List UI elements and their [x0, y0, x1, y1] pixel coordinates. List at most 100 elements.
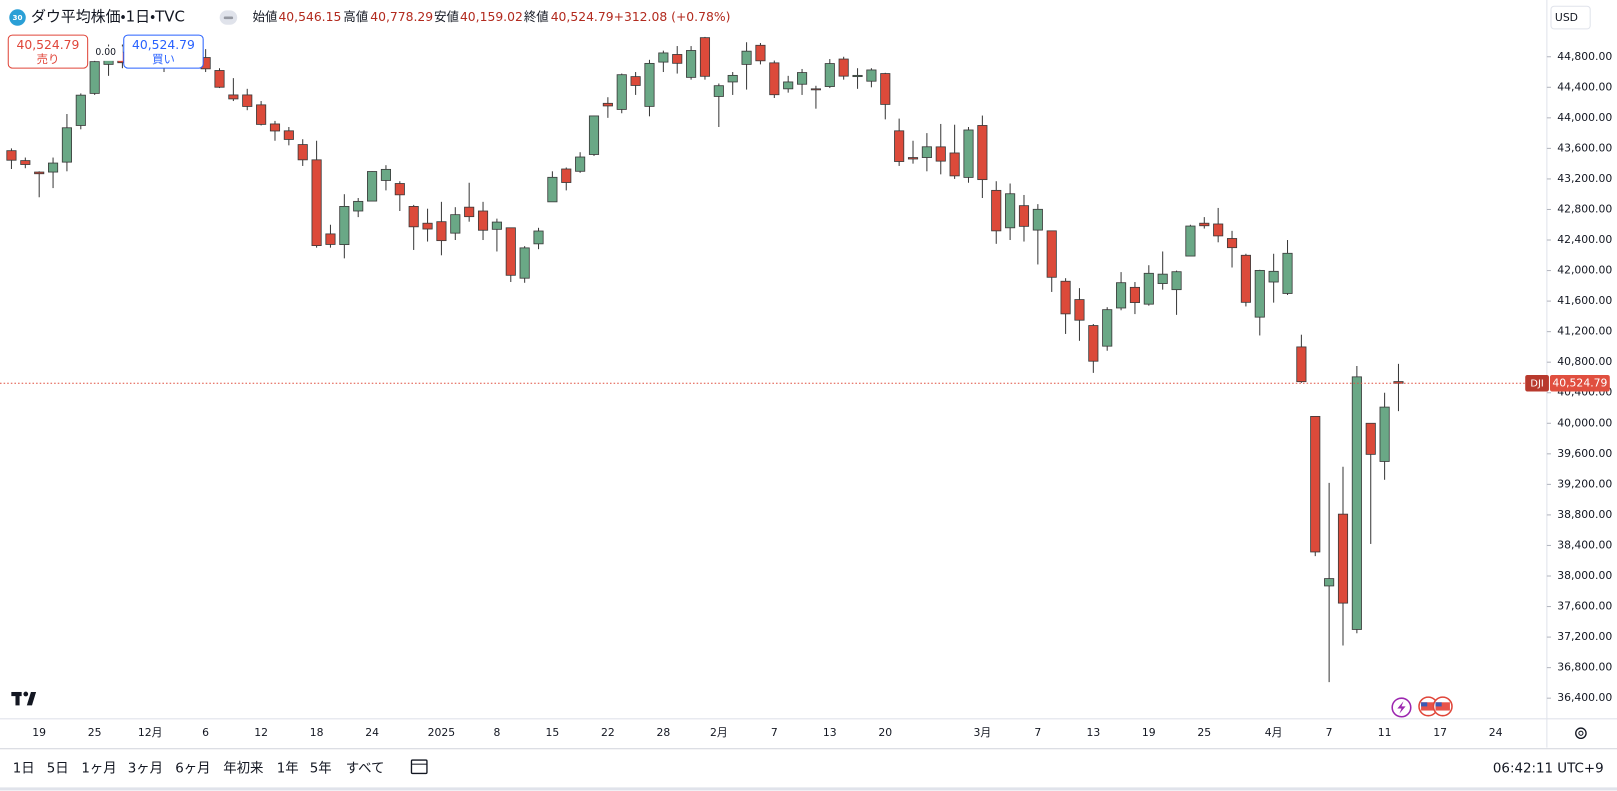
low-value: 40,159.02: [460, 10, 523, 24]
change-value: +312.08 (+0.78%): [614, 10, 731, 24]
close-value: 40,524.79: [551, 10, 614, 24]
chart-title[interactable]: ダウ平均株価・1日・TVC: [31, 8, 185, 26]
x-tick-label: 7: [1326, 726, 1333, 739]
candle-body: [1046, 230, 1057, 278]
y-tick-label: 44,400.00: [1557, 80, 1612, 93]
candle-body: [894, 130, 905, 162]
candle-body: [616, 74, 627, 110]
clock: 06:42:11 UTC+9: [1493, 761, 1604, 776]
symbol-tag-text: DJI: [1530, 379, 1543, 390]
candle-body: [991, 189, 1002, 232]
candle-body: [380, 168, 391, 181]
candle-body: [755, 44, 766, 62]
period-button[interactable]: 1ヶ月: [81, 761, 116, 776]
buy-button[interactable]: [123, 34, 204, 69]
y-tick-label: 37,200.00: [1557, 630, 1612, 643]
symbol-badge-icon: [9, 9, 26, 26]
candle-body: [824, 63, 835, 87]
period-button[interactable]: 1年: [277, 760, 299, 776]
x-tick-label: 12: [254, 726, 268, 739]
x-tick-label: 6: [202, 726, 209, 739]
candle-body: [1240, 254, 1251, 303]
candle-body: [256, 104, 267, 125]
x-tick-label: 24: [365, 726, 379, 739]
candle-body: [89, 61, 100, 94]
y-tick-label: 38,800.00: [1557, 508, 1612, 521]
close-label: 終値: [524, 9, 549, 24]
candle-body: [1129, 286, 1140, 303]
x-tick-label: 4月: [1265, 726, 1283, 739]
period-button[interactable]: すべて: [346, 760, 385, 776]
candle-body: [907, 157, 919, 160]
x-tick-label: 25: [88, 726, 102, 739]
x-tick-label: 19: [1142, 726, 1156, 739]
y-tick-label: 39,200.00: [1557, 477, 1612, 490]
x-tick-label: 7: [1034, 726, 1041, 739]
candle-body: [75, 94, 86, 126]
y-tick-label: 36,800.00: [1557, 661, 1612, 674]
candle-body: [963, 129, 974, 178]
candle-body: [353, 200, 364, 212]
candle-body: [977, 125, 988, 181]
period-button[interactable]: 3ヶ月: [128, 761, 163, 776]
flag: [1435, 702, 1442, 707]
y-tick-label: 36,400.00: [1557, 691, 1612, 704]
candle-body: [838, 58, 849, 77]
y-tick-label: 38,000.00: [1557, 569, 1612, 582]
y-tick-label: 42,400.00: [1557, 233, 1612, 246]
currency-button[interactable]: [1550, 5, 1591, 30]
candle-body: [1060, 280, 1071, 315]
y-tick-label: 42,800.00: [1557, 202, 1612, 215]
candle-body: [588, 115, 600, 155]
candle-body: [283, 130, 294, 140]
settings-icon[interactable]: [1575, 727, 1587, 740]
high-label: 高値: [343, 9, 368, 24]
logo-part: [15, 691, 20, 706]
candle-body: [339, 206, 350, 246]
candle-body: [686, 50, 697, 78]
sell-button[interactable]: [7, 34, 89, 69]
x-tick-label: 19: [32, 726, 46, 739]
candle-body: [394, 183, 405, 196]
candle-body: [491, 221, 502, 230]
x-tick-label: 13: [1086, 726, 1100, 739]
x-tick-label: 17: [1433, 726, 1447, 739]
period-button[interactable]: 年初来: [223, 760, 263, 776]
flag: [1421, 702, 1428, 707]
plot-area: [0, 35, 1547, 683]
candle-body: [1088, 325, 1099, 362]
event-icon-bolt: [1397, 701, 1406, 714]
date-range-icon[interactable]: [410, 759, 428, 775]
period-button[interactable]: 5年: [310, 760, 332, 776]
candle-body: [311, 159, 322, 247]
candle-body: [921, 146, 932, 158]
x-tick-label: 7: [771, 726, 778, 739]
candle-body: [783, 81, 794, 90]
period-button[interactable]: 6ヶ月: [175, 761, 210, 776]
candle-body: [1254, 269, 1265, 318]
candle-body: [61, 127, 72, 163]
candle-body: [1074, 299, 1085, 321]
candle-body: [866, 69, 877, 82]
x-tick-label: 20: [878, 726, 892, 739]
candle-body: [48, 162, 59, 173]
candle-body: [1351, 376, 1362, 630]
candle-body: [727, 74, 738, 83]
x-tick-label: 18: [310, 726, 324, 739]
currency: USD: [1555, 11, 1578, 24]
period-button[interactable]: 5日: [47, 761, 69, 776]
candle-body: [1005, 193, 1016, 229]
period-button[interactable]: 1日: [13, 761, 35, 776]
low-label: 安値: [434, 9, 459, 24]
y-tick-label: 41,600.00: [1557, 294, 1612, 307]
candle-body: [533, 230, 544, 245]
candle-body: [519, 247, 530, 279]
high-value: 40,778.29: [370, 10, 433, 24]
candle-body: [408, 206, 419, 228]
sell-label: 売り: [37, 52, 60, 66]
candle-body: [880, 73, 891, 105]
price-tag-text: 40,524.79: [1552, 377, 1607, 390]
candle-body: [464, 206, 475, 218]
x-tick-label: 22: [601, 726, 615, 739]
